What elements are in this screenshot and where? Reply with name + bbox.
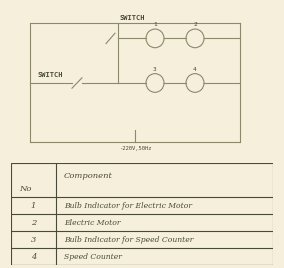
Text: 1: 1	[31, 202, 36, 210]
Text: No: No	[19, 185, 32, 193]
Text: 2: 2	[31, 219, 36, 227]
Text: 3: 3	[153, 66, 157, 72]
Text: SWITCH: SWITCH	[119, 15, 145, 21]
Text: 3: 3	[31, 236, 36, 244]
Text: 2: 2	[193, 22, 197, 27]
Text: Bulb Indicator for Speed Counter: Bulb Indicator for Speed Counter	[64, 236, 193, 244]
Text: Bulb Indicator for Electric Motor: Bulb Indicator for Electric Motor	[64, 202, 192, 210]
Text: 4: 4	[193, 66, 197, 72]
Text: -220V,50Hz: -220V,50Hz	[119, 146, 151, 151]
Text: 4: 4	[31, 253, 36, 261]
Text: SWITCH: SWITCH	[38, 72, 64, 78]
Text: Speed Counter: Speed Counter	[64, 253, 122, 261]
Text: Component: Component	[64, 172, 112, 180]
Text: Electric Motor: Electric Motor	[64, 219, 120, 227]
Text: 1: 1	[153, 22, 157, 27]
